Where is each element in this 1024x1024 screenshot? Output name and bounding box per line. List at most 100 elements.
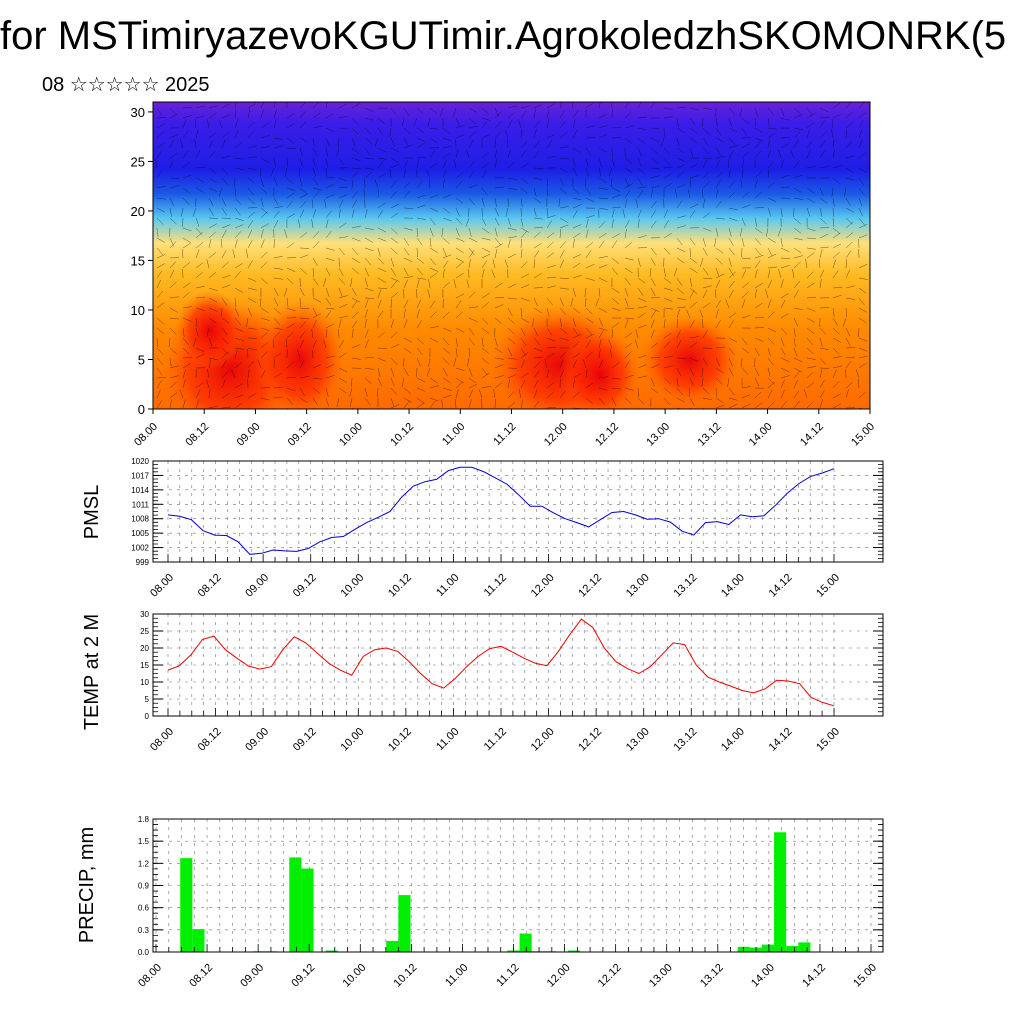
panel-frame	[152, 818, 884, 953]
x-tick-label: 10.00	[338, 572, 366, 600]
x-tick-label: 09.00	[235, 421, 263, 449]
y-axis-label: PRECIP, mm	[76, 827, 98, 943]
x-tick-label: 12.12	[593, 421, 621, 449]
y-tick-label: 0.0	[138, 948, 150, 957]
heatmap-warm-cell	[560, 330, 640, 409]
x-tick-label: 11.12	[491, 421, 518, 448]
y-tick-label: 10	[140, 678, 149, 687]
x-tick-label: 09.00	[243, 572, 271, 600]
x-tick-label: 10.12	[386, 726, 414, 754]
y-tick-label: 999	[136, 558, 150, 567]
y-tick-label: 0.9	[138, 882, 150, 891]
x-tick-label: 11.12	[482, 572, 509, 599]
x-tick-label: 10.12	[386, 572, 414, 600]
x-tick-label: 08.12	[183, 421, 211, 449]
x-tick-label: 14.00	[719, 572, 747, 600]
x-tick-label: 14.12	[767, 572, 795, 600]
precip-bar	[737, 946, 750, 952]
precip-bar	[301, 868, 314, 952]
precip-bar	[192, 929, 205, 952]
x-tick-label: 09.12	[291, 726, 319, 754]
x-tick-label: 13.12	[696, 421, 724, 449]
x-tick-label: 11.00	[440, 421, 467, 448]
x-tick-label: 08.00	[132, 421, 160, 449]
y-tick-label: 1.5	[138, 837, 150, 846]
x-tick-label: 10.12	[392, 962, 420, 990]
minor-ticks	[153, 613, 883, 717]
precip-bar	[325, 950, 338, 952]
x-tick-label: 15.00	[849, 421, 877, 449]
grid-lines	[153, 818, 883, 953]
series-line	[167, 618, 835, 707]
x-tick-label: 15.00	[851, 962, 879, 990]
x-tick-label: 12.00	[529, 572, 557, 600]
y-tick-label: 15	[131, 253, 145, 268]
x-tick-label: 08.00	[148, 726, 176, 754]
precip-bar	[180, 858, 193, 952]
y-tick-label: 1002	[131, 544, 149, 553]
x-tick-label: 15.00	[814, 572, 842, 600]
x-tick-label: 12.12	[576, 726, 604, 754]
x-tick-label: 11.12	[494, 962, 521, 989]
x-tick-label: 09.00	[243, 726, 271, 754]
y-tick-label: 1.8	[138, 815, 150, 824]
temp-panel: 0 5 10 15 20 25 30 08.00 08.12 09.00 09.12 10.00 10.…	[81, 610, 884, 754]
y-tick-label: 5	[145, 695, 150, 704]
precip-bar	[568, 950, 581, 952]
x-tick-label: 12.00	[545, 962, 573, 990]
minor-ticks	[153, 818, 883, 953]
x-tick-label: 15.00	[814, 726, 842, 754]
page-title: for MSTimiryazevoKGUTimir.AgrokoledzhSKO…	[0, 14, 1007, 58]
x-tick-label: 12.00	[529, 726, 557, 754]
y-tick-label: 20	[131, 204, 145, 219]
pmsl-panel: 999 1002 1005 1008 1011 1014 1017 1020 08.00 08.1…	[81, 457, 884, 600]
precip-bar	[798, 942, 811, 952]
x-tick-label: 14.00	[749, 962, 777, 990]
x-tick-label: 13.12	[671, 726, 699, 754]
y-tick-label: 15	[140, 661, 149, 670]
y-tick-label: 1017	[131, 471, 149, 480]
page-date: 08 ☆☆☆☆☆ 2025	[42, 74, 210, 96]
x-tick-label: 08.00	[148, 572, 176, 600]
x-tick-label: 11.12	[482, 726, 509, 753]
precip-bar	[398, 895, 411, 952]
y-tick-label: 25	[131, 154, 145, 169]
wind-barbs	[155, 102, 868, 409]
x-tick-label: 09.12	[289, 962, 317, 990]
x-tick-label: 14.12	[798, 421, 826, 449]
x-tick-label: 10.00	[337, 421, 365, 449]
precip-panel: 0.0 0.3 0.6 0.9 1.2 1.5 1.8 08.00 08.12 09.00 09.1…	[76, 815, 884, 990]
x-tick-label: 13.00	[647, 962, 675, 990]
y-tick-label: 5	[138, 352, 145, 367]
x-tick-label: 14.00	[719, 726, 747, 754]
x-tick-label: 13.00	[624, 572, 652, 600]
series-line	[167, 466, 835, 555]
x-tick-label: 11.00	[443, 962, 470, 989]
heatmap-warm-cell	[255, 300, 345, 409]
panel-frame	[152, 613, 884, 717]
y-tick-label: 20	[140, 644, 149, 653]
precip-bar	[761, 944, 775, 952]
x-tick-label: 10.12	[388, 421, 416, 449]
precip-bar	[289, 857, 302, 952]
y-tick-label: 0	[145, 712, 150, 721]
y-tick-label: 1020	[131, 457, 149, 466]
grid-lines	[153, 460, 883, 563]
y-tick-label: 0.6	[138, 904, 150, 913]
y-tick-label: 30	[131, 105, 145, 120]
x-tick-label: 08.12	[187, 962, 215, 990]
y-tick-label: 1005	[131, 529, 149, 538]
x-tick-label: 09.12	[291, 572, 319, 600]
x-tick-label: 14.12	[800, 962, 828, 990]
y-tick-label: 0.3	[138, 926, 150, 935]
y-tick-label: 0	[138, 402, 145, 417]
y-axis-label: PMSL	[81, 485, 103, 539]
x-tick-label: 11.00	[434, 726, 461, 753]
heatmap-warm-cell	[175, 290, 245, 370]
panel-frame	[152, 460, 884, 563]
x-tick-label: 08.00	[136, 962, 164, 990]
y-tick-label: 1014	[131, 486, 149, 495]
x-tick-label: 10.00	[340, 962, 368, 990]
grid-lines	[153, 613, 883, 717]
